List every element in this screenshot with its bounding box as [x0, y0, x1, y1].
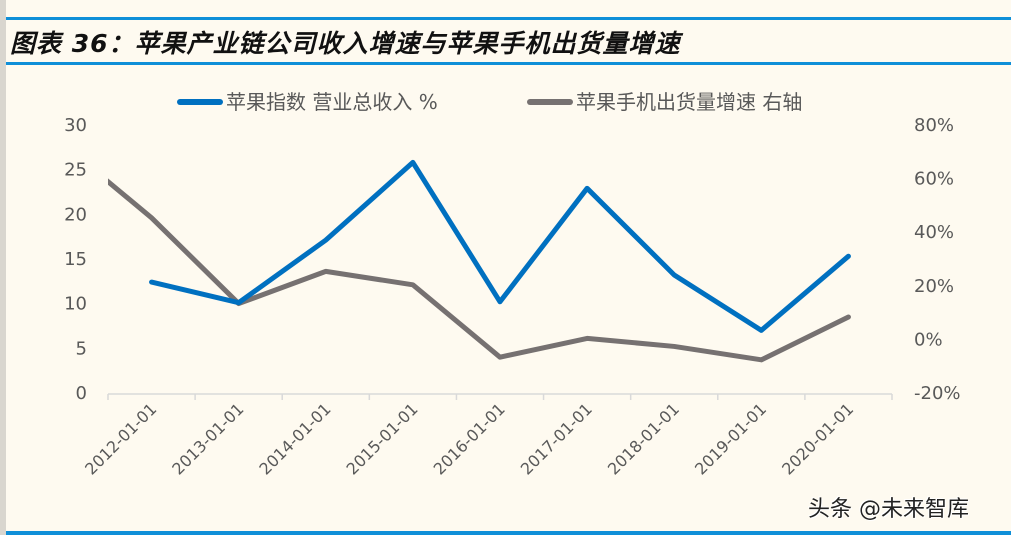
y-tick-label: 25: [64, 160, 87, 181]
x-tick-label: 2012-01-01: [81, 399, 160, 478]
watermark: 头条 @未来智库: [808, 497, 969, 522]
y-axis-right: -20% 0% 20% 40% 60% 80%: [914, 115, 961, 404]
x-tick-label: 2017-01-01: [517, 399, 596, 478]
y-tick-label: 5: [76, 338, 87, 359]
y-tick-label: 20: [64, 204, 87, 225]
y-right-tick-label: 80%: [914, 115, 954, 136]
series-line-iphone-shipment-growth: [108, 178, 851, 363]
y-right-tick-label: 60%: [914, 169, 954, 190]
y-right-tick-label: 40%: [914, 222, 954, 243]
y-tick-label: 30: [64, 115, 87, 136]
legend-label: 苹果手机出货量增速 右轴: [576, 90, 802, 114]
x-tick-label: 2013-01-01: [168, 399, 247, 478]
legend-label: 苹果指数 营业总收入 %: [226, 90, 438, 114]
chart-title: 图表 36：苹果产业链公司收入增速与苹果手机出货量增速: [10, 29, 681, 58]
series-line-revenue-growth: [149, 159, 851, 333]
title-rule-top: [6, 17, 1011, 20]
x-tick-label: 2019-01-01: [691, 399, 770, 478]
plot-area: [108, 159, 851, 363]
y-tick-label: 15: [64, 249, 87, 270]
footer-rule: [6, 531, 1011, 535]
x-tick-label: 2016-01-01: [430, 399, 509, 478]
chart-legend: 苹果指数 营业总收入 % 苹果手机出货量增速 右轴: [177, 90, 802, 114]
page-edge-strip: [0, 0, 6, 535]
y-axis-left: 0 5 10 15 20 25 30: [64, 115, 87, 404]
x-axis: 2012-01-01 2013-01-01 2014-01-01 2015-01-01…: [81, 393, 893, 479]
title-rule-bottom: [6, 62, 1011, 65]
y-right-tick-label: 0%: [914, 329, 943, 350]
x-tick-label: 2014-01-01: [255, 399, 334, 478]
x-tick-label: 2020-01-01: [778, 399, 857, 478]
x-tick-label: 2015-01-01: [343, 399, 422, 478]
y-tick-label: 10: [64, 294, 87, 315]
y-right-tick-label: 20%: [914, 276, 954, 297]
y-tick-label: 0: [76, 383, 87, 404]
y-right-tick-label: -20%: [914, 383, 961, 404]
x-tick-label: 2018-01-01: [604, 399, 683, 478]
